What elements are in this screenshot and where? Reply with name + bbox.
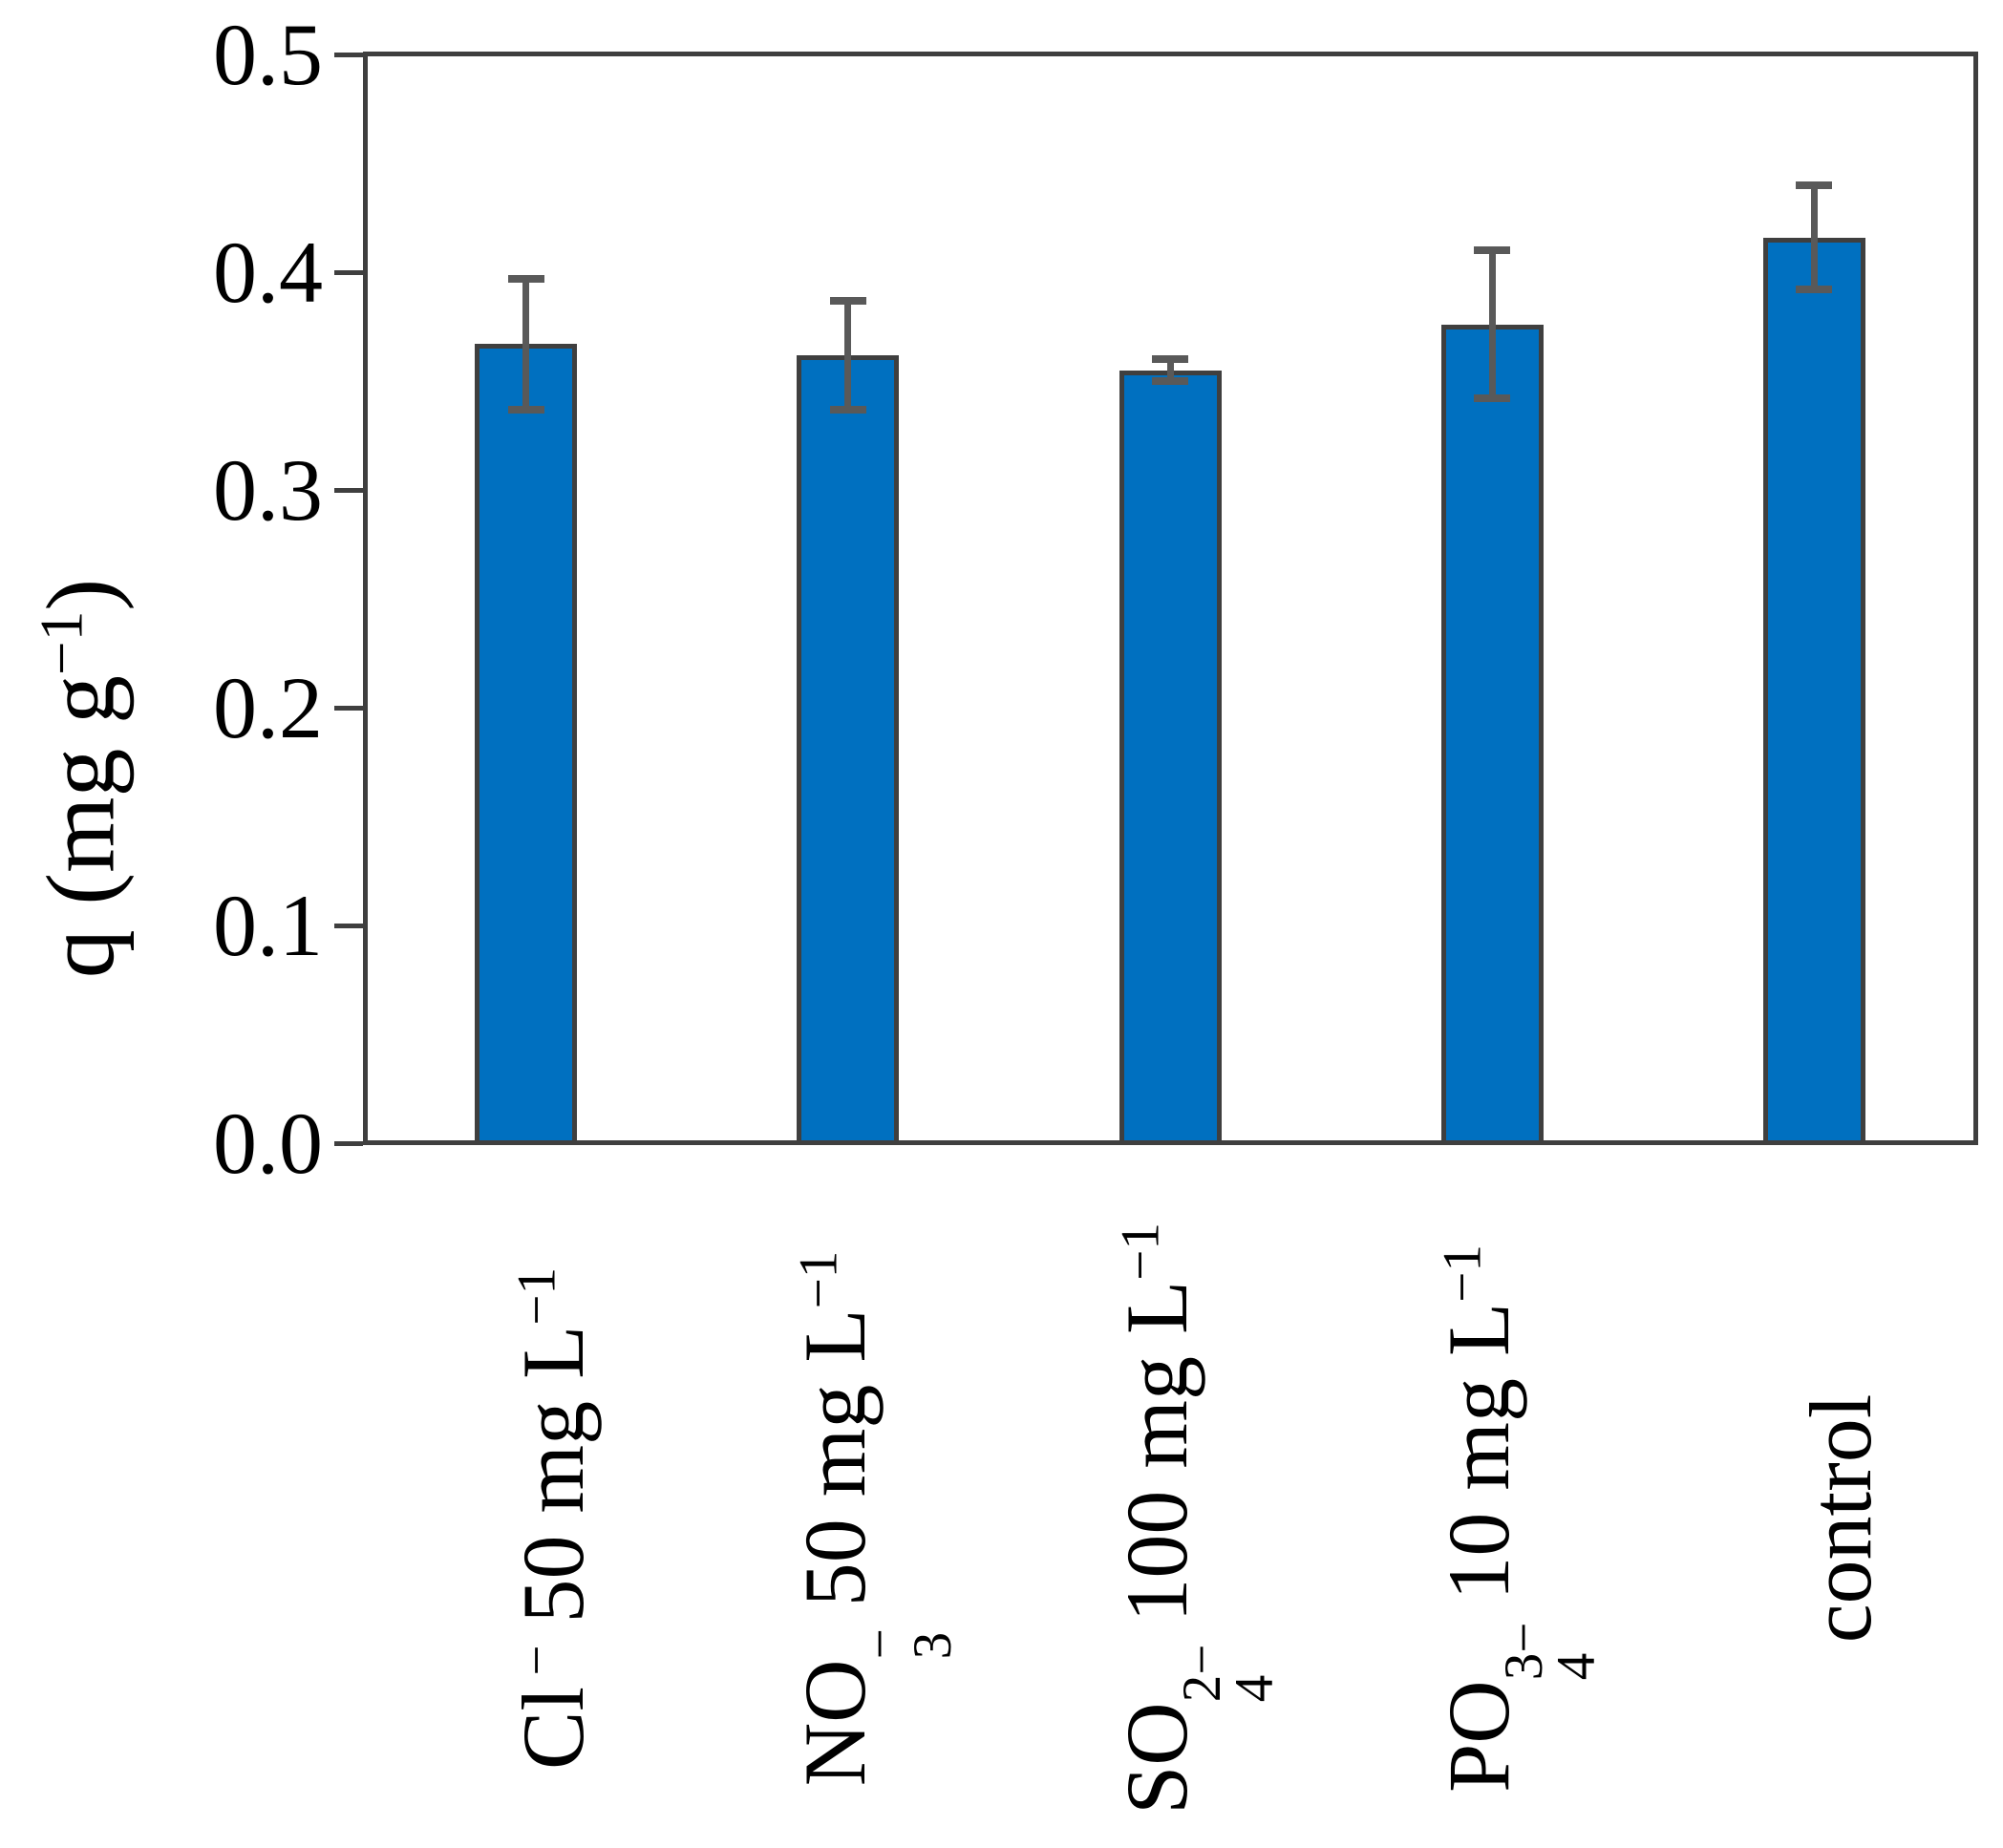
y-tick-label: 0.0 xyxy=(213,1094,323,1192)
y-tick xyxy=(334,923,363,928)
error-bar-cap-top xyxy=(1474,246,1511,255)
y-tick-label: 0.3 xyxy=(213,441,323,539)
error-bar-cap-top xyxy=(1152,355,1188,364)
error-bar-cap-bottom xyxy=(507,405,544,414)
error-bar-line xyxy=(1166,359,1174,381)
bar xyxy=(1762,237,1865,1143)
error-bar-line xyxy=(844,300,852,410)
bar xyxy=(1440,324,1544,1143)
error-bar-cap-bottom xyxy=(1152,377,1188,385)
error-bar-cap-bottom xyxy=(1796,286,1833,294)
y-tick xyxy=(334,269,363,275)
error-bar-line xyxy=(1488,250,1496,399)
y-tick-label: 0.5 xyxy=(213,6,323,103)
y-tick xyxy=(334,1140,363,1146)
x-category-label: Cl − 50 mg L−1 xyxy=(503,1267,602,1770)
error-bar-line xyxy=(1810,184,1818,290)
y-tick-label: 0.1 xyxy=(213,877,323,974)
y-tick-label: 0.4 xyxy=(213,223,323,321)
bar xyxy=(797,354,900,1143)
y-tick xyxy=(334,705,363,711)
bar xyxy=(475,344,578,1143)
error-bar-cap-top xyxy=(507,274,544,283)
error-bar-cap-bottom xyxy=(1474,394,1511,403)
y-axis-label: q (mg g−1) xyxy=(27,578,136,979)
x-category-label: NO −3 50 mg L−1 xyxy=(785,1250,963,1787)
error-bar-line xyxy=(522,278,530,410)
x-category-label: PO 3− 4 10 mg L−1 xyxy=(1430,1244,1607,1793)
error-bar-cap-bottom xyxy=(829,405,866,414)
y-tick xyxy=(334,487,363,493)
y-tick-label: 0.2 xyxy=(213,659,323,756)
error-bar-cap-top xyxy=(829,296,866,305)
stacked-script: 2− 4 xyxy=(1172,1644,1285,1703)
y-tick xyxy=(334,52,363,57)
stacked-script: 3− 4 xyxy=(1494,1622,1607,1681)
x-category-label: SO 2− 4 100 mg L−1 xyxy=(1108,1222,1285,1815)
error-bar-cap-top xyxy=(1796,181,1833,189)
stacked-script: −3 xyxy=(850,1628,963,1660)
bar xyxy=(1119,370,1222,1143)
x-category-label: control xyxy=(1792,1393,1890,1644)
